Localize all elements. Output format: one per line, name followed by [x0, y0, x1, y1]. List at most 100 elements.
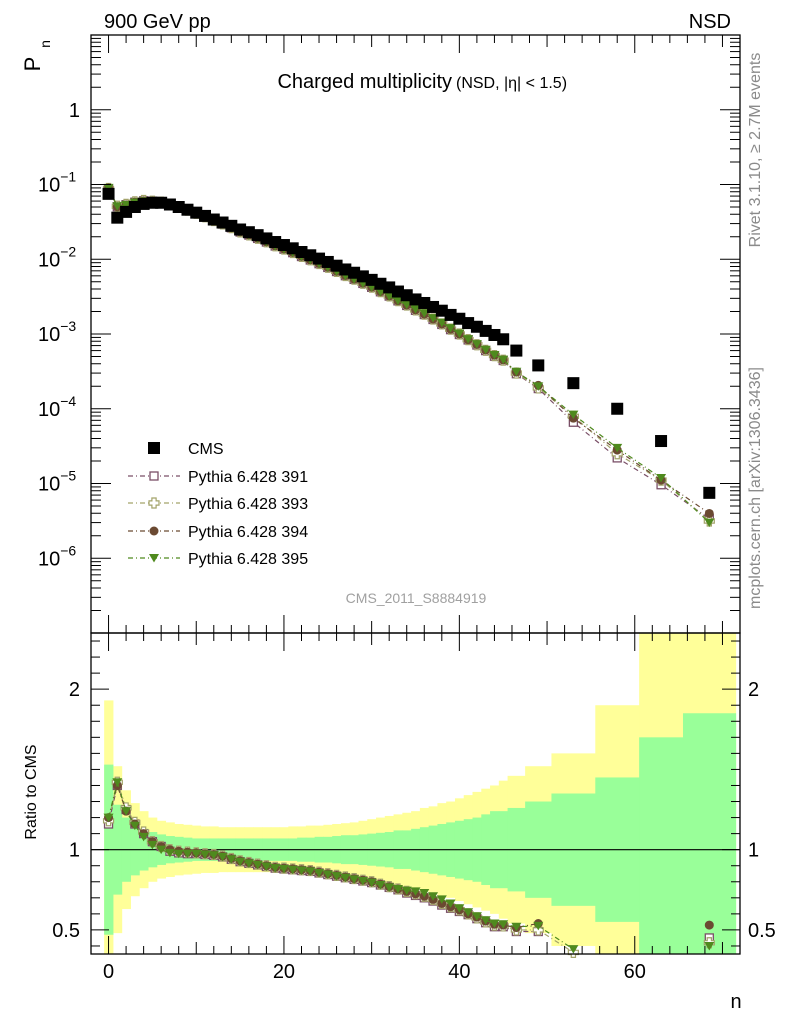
ratio-y-tick-label: 2	[69, 679, 80, 701]
ratio-point-p395	[305, 867, 316, 876]
legend-label-cms: CMS	[188, 441, 224, 458]
legend-label-p395: Pythia 6.428 395	[188, 551, 308, 568]
ratio-y-tick-label-right: 0.5	[748, 920, 776, 942]
point-p395	[498, 355, 509, 365]
point-p395	[612, 443, 623, 453]
main-plot-frame	[90, 34, 741, 634]
point-p394	[704, 508, 714, 518]
ratio-y-axis-label: Ratio to CMS	[23, 744, 40, 839]
main-y-tick-exponent: −2	[60, 243, 76, 259]
legend-marker	[148, 442, 160, 454]
ratio-point-p395	[489, 919, 500, 929]
cms-point	[510, 344, 523, 357]
ratio-point-p395	[296, 866, 307, 876]
point-p395	[511, 367, 522, 377]
band-inner-bin	[639, 737, 684, 954]
cms-point	[102, 187, 115, 200]
legend-label-p393: Pythia 6.428 393	[188, 496, 308, 513]
main-y-tick-exponent: −5	[60, 468, 76, 484]
header-right-label: NSD	[689, 11, 731, 33]
analysis-watermark: CMS_2011_S8884919	[346, 590, 487, 606]
main-y-tick-exponent: −1	[60, 169, 76, 185]
point-p395	[410, 305, 421, 314]
ratio-point-p395	[103, 813, 114, 823]
main-y-axis-label-subscript: n	[37, 40, 53, 48]
ratio-point-p395	[463, 908, 474, 917]
ratio-point-p395	[704, 941, 715, 951]
ratio-point-p395	[349, 875, 360, 884]
ratio-point-p395	[331, 872, 342, 881]
ratio-point-p395	[173, 849, 184, 859]
ratio-point-p395	[322, 870, 333, 880]
ratio-y-tick-label: 1	[69, 840, 80, 862]
point-p395	[392, 296, 403, 306]
ratio-uncertainty-bands	[91, 633, 740, 954]
ratio-point-p395	[498, 920, 509, 929]
main-y-tick-label: 10−5	[38, 468, 76, 496]
main-y-tick-label: 10−4	[38, 393, 76, 421]
ratio-point-p394	[704, 920, 714, 930]
ratio-plot-frame	[90, 632, 741, 955]
main-y-tick-exponent: −3	[60, 318, 76, 334]
ratio-point-p395	[121, 807, 132, 816]
chart-title: Charged multiplicity	[277, 71, 452, 93]
point-p395	[419, 309, 430, 318]
point-p395	[471, 340, 482, 349]
axes-group	[90, 34, 741, 955]
ratio-point-p395	[568, 945, 579, 954]
ratio-point-p395	[471, 912, 482, 921]
band-inner-bin	[682, 713, 737, 954]
ratio-point-p395	[156, 845, 167, 855]
main-y-tick-label: 10−1	[38, 169, 76, 197]
ratio-point-p395	[235, 857, 246, 867]
main-y-axis-label: P	[20, 57, 45, 72]
cms-point	[703, 486, 716, 499]
ratio-point-p395	[112, 778, 123, 787]
ratio-point-p395	[217, 852, 228, 862]
point-p395	[463, 335, 474, 344]
ratio-point-p395	[419, 889, 430, 898]
mcplots-reference-label: mcplots.cern.ch [arXiv:1306.3436]	[747, 367, 764, 609]
ratio-point-p395	[375, 880, 386, 890]
ratio-point-p395	[270, 864, 281, 873]
ratio-point-p395	[314, 868, 325, 878]
x-axis-label: n	[730, 991, 741, 1013]
point-p395	[375, 287, 386, 297]
legend-symbols	[128, 442, 180, 563]
main-y-tick-label: 10−6	[38, 542, 76, 570]
ratio-point-p395	[226, 855, 237, 864]
ratio-point-p395	[147, 840, 158, 850]
ratio-y-tick-label: 0.5	[52, 920, 80, 942]
point-p395	[489, 350, 500, 360]
rivet-version-label: Rivet 3.1.10, ≥ 2.7M events	[747, 53, 764, 248]
ratio-point-p395	[182, 849, 193, 859]
cms-point	[611, 402, 624, 415]
ratio-point-p395	[445, 899, 456, 908]
ratio-point-p395	[164, 848, 175, 858]
ratio-point-p395	[436, 895, 447, 904]
ratio-point-p395	[191, 849, 202, 859]
tick-labels-group: 1 10−1 10−2 10−3 10−4 10−5 10−6 0 20 40 60 0.5 0.5 1 1…	[38, 100, 776, 983]
legend-marker	[148, 497, 160, 509]
ratio-point-p395	[252, 860, 263, 870]
main-series-group	[102, 182, 716, 528]
ratio-point-p395	[278, 864, 289, 874]
main-y-tick-exponent: −4	[60, 393, 76, 409]
ratio-point-p395	[384, 883, 395, 892]
cms-point	[497, 333, 510, 346]
ratio-point-p395	[129, 821, 140, 831]
legend-label-p391: Pythia 6.428 391	[188, 469, 308, 486]
legend-marker	[149, 554, 159, 563]
chart-subtitle: (NSD, |η| < 1.5)	[456, 75, 567, 92]
ratio-point-p395	[340, 873, 351, 883]
ratio-point-p395	[454, 904, 465, 913]
point-p395	[401, 300, 412, 310]
main-y-tick-label: 1	[69, 100, 80, 122]
cms-point	[655, 435, 668, 448]
point-p395	[704, 518, 715, 528]
point-p395	[533, 382, 544, 391]
ratio-point-p395	[428, 892, 439, 901]
point-p395	[454, 329, 465, 338]
cms-point	[313, 252, 326, 265]
